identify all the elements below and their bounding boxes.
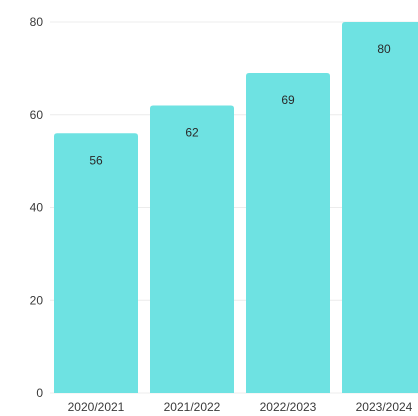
bar-2023/2024 [342,22,418,393]
data-labels: 56 62 69 80 [89,42,391,167]
x-tick-label: 2021/2022 [164,400,221,414]
bar-value-label: 69 [281,93,295,107]
y-tick-label: 0 [36,386,43,400]
y-tick-label: 20 [30,293,44,307]
x-axis-ticks: 2020/2021 2021/2022 2022/2023 2023/2024 [68,400,413,414]
bar-value-label: 56 [89,153,103,167]
x-tick-label: 2022/2023 [260,400,317,414]
y-tick-label: 80 [30,15,44,29]
bar-value-label: 62 [185,125,199,139]
y-axis-ticks: 0 20 40 60 80 [30,15,44,400]
bar-2020/2021 [54,133,138,394]
y-tick-label: 40 [30,201,44,215]
x-tick-label: 2023/2024 [356,400,413,414]
bar-2022/2023 [246,73,330,393]
bar-value-label: 80 [377,42,391,56]
bar-2021/2022 [150,105,234,393]
bars [54,22,418,394]
x-tick-label: 2020/2021 [68,400,125,414]
y-tick-label: 60 [30,108,44,122]
